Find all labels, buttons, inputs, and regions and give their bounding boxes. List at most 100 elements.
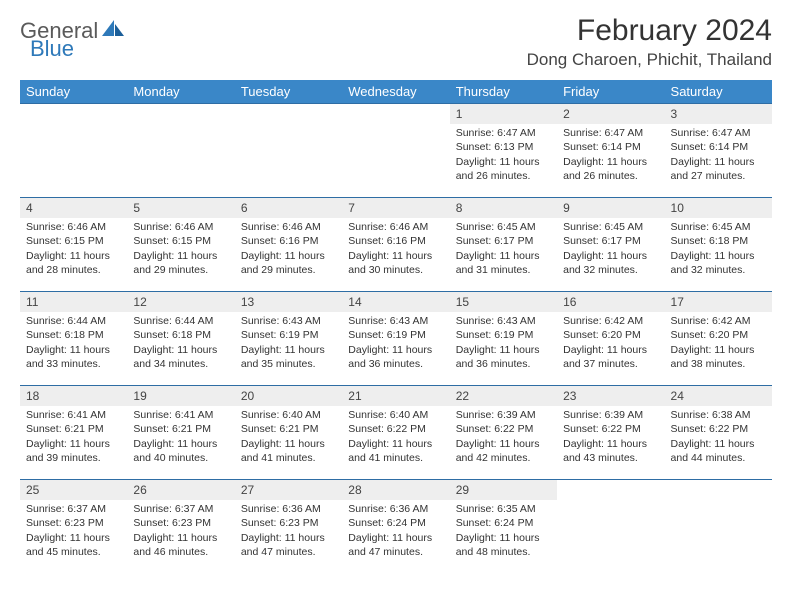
day-details: Sunrise: 6:42 AMSunset: 6:20 PMDaylight:… — [557, 312, 664, 375]
day-number: 7 — [342, 198, 449, 218]
sunset-line: Sunset: 6:21 PM — [133, 422, 228, 436]
daylight-line: Daylight: 11 hours and 42 minutes. — [456, 437, 551, 465]
day-details: Sunrise: 6:43 AMSunset: 6:19 PMDaylight:… — [450, 312, 557, 375]
sunrise-line: Sunrise: 6:45 AM — [456, 220, 551, 234]
sunset-line: Sunset: 6:21 PM — [241, 422, 336, 436]
day-number: 25 — [20, 480, 127, 500]
day-details: Sunrise: 6:37 AMSunset: 6:23 PMDaylight:… — [20, 500, 127, 563]
day-details: Sunrise: 6:39 AMSunset: 6:22 PMDaylight:… — [450, 406, 557, 469]
sunrise-line: Sunrise: 6:43 AM — [241, 314, 336, 328]
sunset-line: Sunset: 6:22 PM — [563, 422, 658, 436]
sunrise-line: Sunrise: 6:47 AM — [563, 126, 658, 140]
sunset-line: Sunset: 6:22 PM — [456, 422, 551, 436]
sunset-line: Sunset: 6:22 PM — [348, 422, 443, 436]
sunrise-line: Sunrise: 6:35 AM — [456, 502, 551, 516]
page-title: February 2024 — [527, 14, 772, 48]
day-number: 24 — [665, 386, 772, 406]
calendar-day-cell: 3Sunrise: 6:47 AMSunset: 6:14 PMDaylight… — [665, 104, 772, 198]
daylight-line: Daylight: 11 hours and 38 minutes. — [671, 343, 766, 371]
daylight-line: Daylight: 11 hours and 29 minutes. — [241, 249, 336, 277]
daylight-line: Daylight: 11 hours and 31 minutes. — [456, 249, 551, 277]
sunset-line: Sunset: 6:18 PM — [671, 234, 766, 248]
day-details: Sunrise: 6:47 AMSunset: 6:14 PMDaylight:… — [557, 124, 664, 187]
sunrise-line: Sunrise: 6:46 AM — [133, 220, 228, 234]
sunrise-line: Sunrise: 6:41 AM — [26, 408, 121, 422]
day-details: Sunrise: 6:38 AMSunset: 6:22 PMDaylight:… — [665, 406, 772, 469]
sunset-line: Sunset: 6:19 PM — [456, 328, 551, 342]
day-number: 20 — [235, 386, 342, 406]
header: General February 2024 Dong Charoen, Phic… — [20, 14, 772, 70]
sunrise-line: Sunrise: 6:36 AM — [241, 502, 336, 516]
sunrise-line: Sunrise: 6:40 AM — [348, 408, 443, 422]
day-number: 19 — [127, 386, 234, 406]
daylight-line: Daylight: 11 hours and 48 minutes. — [456, 531, 551, 559]
sunrise-line: Sunrise: 6:42 AM — [671, 314, 766, 328]
calendar-day-cell: 22Sunrise: 6:39 AMSunset: 6:22 PMDayligh… — [450, 386, 557, 480]
calendar-day-cell: 1Sunrise: 6:47 AMSunset: 6:13 PMDaylight… — [450, 104, 557, 198]
sunrise-line: Sunrise: 6:46 AM — [26, 220, 121, 234]
day-number: 16 — [557, 292, 664, 312]
sunset-line: Sunset: 6:14 PM — [671, 140, 766, 154]
day-details: Sunrise: 6:45 AMSunset: 6:17 PMDaylight:… — [450, 218, 557, 281]
sunrise-line: Sunrise: 6:42 AM — [563, 314, 658, 328]
day-number: 5 — [127, 198, 234, 218]
sunset-line: Sunset: 6:23 PM — [133, 516, 228, 530]
calendar-day-cell: 24Sunrise: 6:38 AMSunset: 6:22 PMDayligh… — [665, 386, 772, 480]
calendar-day-cell: 4Sunrise: 6:46 AMSunset: 6:15 PMDaylight… — [20, 198, 127, 292]
calendar-day-cell: 26Sunrise: 6:37 AMSunset: 6:23 PMDayligh… — [127, 480, 234, 568]
sunrise-line: Sunrise: 6:36 AM — [348, 502, 443, 516]
calendar-day-cell: 29Sunrise: 6:35 AMSunset: 6:24 PMDayligh… — [450, 480, 557, 568]
day-details: Sunrise: 6:40 AMSunset: 6:21 PMDaylight:… — [235, 406, 342, 469]
sunset-line: Sunset: 6:21 PM — [26, 422, 121, 436]
sunset-line: Sunset: 6:17 PM — [563, 234, 658, 248]
sunrise-line: Sunrise: 6:45 AM — [563, 220, 658, 234]
calendar-day-cell: 8Sunrise: 6:45 AMSunset: 6:17 PMDaylight… — [450, 198, 557, 292]
daylight-line: Daylight: 11 hours and 29 minutes. — [133, 249, 228, 277]
sunset-line: Sunset: 6:24 PM — [348, 516, 443, 530]
calendar-day-cell: 12Sunrise: 6:44 AMSunset: 6:18 PMDayligh… — [127, 292, 234, 386]
day-details: Sunrise: 6:36 AMSunset: 6:24 PMDaylight:… — [342, 500, 449, 563]
day-details: Sunrise: 6:36 AMSunset: 6:23 PMDaylight:… — [235, 500, 342, 563]
day-number: 26 — [127, 480, 234, 500]
daylight-line: Daylight: 11 hours and 46 minutes. — [133, 531, 228, 559]
sunset-line: Sunset: 6:18 PM — [133, 328, 228, 342]
day-number: 18 — [20, 386, 127, 406]
day-details: Sunrise: 6:45 AMSunset: 6:18 PMDaylight:… — [665, 218, 772, 281]
sunrise-line: Sunrise: 6:45 AM — [671, 220, 766, 234]
day-details: Sunrise: 6:46 AMSunset: 6:15 PMDaylight:… — [127, 218, 234, 281]
daylight-line: Daylight: 11 hours and 36 minutes. — [456, 343, 551, 371]
daylight-line: Daylight: 11 hours and 44 minutes. — [671, 437, 766, 465]
calendar-week-row: 18Sunrise: 6:41 AMSunset: 6:21 PMDayligh… — [20, 386, 772, 480]
sunset-line: Sunset: 6:23 PM — [241, 516, 336, 530]
calendar-table: SundayMondayTuesdayWednesdayThursdayFrid… — [20, 80, 772, 568]
day-number: 23 — [557, 386, 664, 406]
sunrise-line: Sunrise: 6:40 AM — [241, 408, 336, 422]
calendar-day-cell: 9Sunrise: 6:45 AMSunset: 6:17 PMDaylight… — [557, 198, 664, 292]
day-number: 8 — [450, 198, 557, 218]
day-number: 29 — [450, 480, 557, 500]
day-number: 2 — [557, 104, 664, 124]
day-details: Sunrise: 6:35 AMSunset: 6:24 PMDaylight:… — [450, 500, 557, 563]
sunset-line: Sunset: 6:22 PM — [671, 422, 766, 436]
sunrise-line: Sunrise: 6:47 AM — [456, 126, 551, 140]
sunrise-line: Sunrise: 6:44 AM — [26, 314, 121, 328]
calendar-day-cell: 20Sunrise: 6:40 AMSunset: 6:21 PMDayligh… — [235, 386, 342, 480]
calendar-week-row: 25Sunrise: 6:37 AMSunset: 6:23 PMDayligh… — [20, 480, 772, 568]
day-number: 22 — [450, 386, 557, 406]
sunset-line: Sunset: 6:16 PM — [348, 234, 443, 248]
weekday-header: Tuesday — [235, 80, 342, 104]
sunset-line: Sunset: 6:13 PM — [456, 140, 551, 154]
calendar-day-cell: 5Sunrise: 6:46 AMSunset: 6:15 PMDaylight… — [127, 198, 234, 292]
daylight-line: Daylight: 11 hours and 32 minutes. — [671, 249, 766, 277]
day-number: 13 — [235, 292, 342, 312]
daylight-line: Daylight: 11 hours and 47 minutes. — [241, 531, 336, 559]
weekday-header: Sunday — [20, 80, 127, 104]
daylight-line: Daylight: 11 hours and 41 minutes. — [348, 437, 443, 465]
calendar-week-row: 1Sunrise: 6:47 AMSunset: 6:13 PMDaylight… — [20, 104, 772, 198]
day-details: Sunrise: 6:44 AMSunset: 6:18 PMDaylight:… — [20, 312, 127, 375]
calendar-day-cell: 25Sunrise: 6:37 AMSunset: 6:23 PMDayligh… — [20, 480, 127, 568]
sunset-line: Sunset: 6:14 PM — [563, 140, 658, 154]
day-details: Sunrise: 6:43 AMSunset: 6:19 PMDaylight:… — [342, 312, 449, 375]
weekday-header: Monday — [127, 80, 234, 104]
daylight-line: Daylight: 11 hours and 43 minutes. — [563, 437, 658, 465]
